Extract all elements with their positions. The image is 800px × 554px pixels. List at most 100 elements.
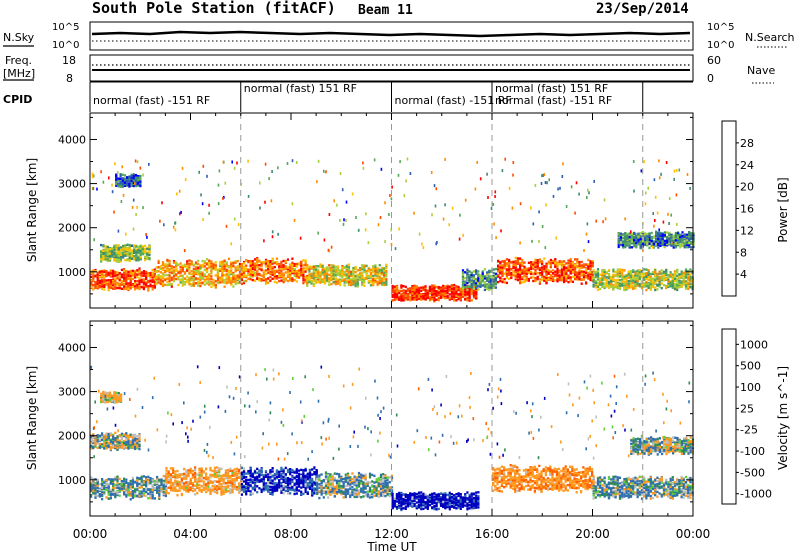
- range-gate-cell: [245, 264, 248, 267]
- cpid-segment-label: normal (fast) -151 RF: [495, 94, 612, 107]
- range-gate-cell: [123, 271, 126, 275]
- range-gate-cell: [372, 283, 375, 287]
- range-gate-cell: [258, 267, 261, 270]
- range-gate-cell: [687, 287, 690, 291]
- range-gate-cell: [302, 271, 305, 274]
- range-gate-cell: [545, 267, 548, 270]
- range-gate-cell: [470, 299, 473, 302]
- range-gate-cell: [114, 272, 117, 275]
- range-gate-cell: [501, 270, 504, 274]
- range-gate-cell: [134, 279, 137, 283]
- range-gate-cell: [129, 272, 132, 275]
- range-gate-cell: [422, 295, 425, 298]
- range-gate-cell: [367, 279, 370, 283]
- range-gate-cell: [112, 271, 115, 275]
- range-gate-cell: [610, 278, 613, 281]
- nsearch-label: N.Search: [745, 31, 795, 44]
- range-gate-cell: [242, 280, 246, 283]
- range-gate-cell: [413, 294, 416, 298]
- range-gate-cell: [587, 273, 590, 276]
- range-gate-cell: [107, 282, 110, 286]
- range-gate-cell: [523, 265, 526, 268]
- range-gate-cell: [181, 264, 184, 267]
- range-gate-cell: [534, 272, 537, 276]
- range-gate-cell: [393, 285, 396, 288]
- range-gate-cell: [404, 296, 407, 299]
- range-gate-cell: [113, 246, 116, 249]
- range-gate-cell: [625, 283, 628, 287]
- range-gate-cell: [684, 287, 688, 290]
- range-gate-cell: [541, 271, 544, 274]
- range-gate-cell: [127, 277, 130, 280]
- range-gate-cell: [685, 238, 688, 242]
- range-gate-cell: [116, 274, 119, 277]
- range-gate-cell: [560, 276, 563, 279]
- range-gate-cell: [541, 278, 544, 281]
- range-gate-cell: [569, 262, 572, 266]
- range-gate-cell: [161, 273, 165, 276]
- range-gate-cell: [426, 293, 429, 296]
- range-gate-cell: [94, 270, 97, 273]
- range-gate-cell: [102, 252, 105, 256]
- range-gate-cell: [153, 275, 156, 278]
- range-gate-cell: [632, 269, 635, 272]
- range-gate-cell: [684, 273, 688, 276]
- range-gate-cell: [393, 287, 396, 290]
- range-gate-cell: [201, 273, 204, 276]
- range-gate-cell: [105, 272, 108, 275]
- range-gate-cell: [617, 245, 620, 249]
- range-gate-cell: [486, 278, 489, 281]
- range-gate-cell: [592, 279, 595, 282]
- range-gate-cell: [385, 273, 388, 276]
- range-gate-cell: [280, 270, 283, 273]
- range-gate-cell: [614, 270, 617, 274]
- range-gate-cell: [275, 281, 279, 284]
- range-gate-cell: [621, 284, 624, 287]
- range-gate-cell: [109, 270, 112, 273]
- range-gate-cell: [297, 269, 301, 273]
- range-gate-cell: [689, 286, 692, 289]
- range-gate-cell: [267, 259, 270, 263]
- range-gate-cell: [194, 277, 198, 280]
- range-gate-cell: [278, 269, 281, 272]
- range-gate-cell: [576, 278, 579, 281]
- range-gate-cell: [677, 232, 680, 235]
- range-gate-cell: [681, 244, 684, 248]
- range-gate-cell: [197, 271, 200, 274]
- range-gate-cell: [312, 273, 315, 276]
- range-gate-cell: [596, 288, 600, 291]
- range-gate-cell: [448, 288, 451, 291]
- range-gate-cell: [109, 272, 112, 275]
- range-gate-cell: [472, 296, 476, 299]
- range-gate-cell: [234, 266, 237, 269]
- range-gate-cell: [125, 285, 128, 288]
- range-gate-cell: [225, 282, 228, 285]
- range-gate-cell: [350, 270, 353, 274]
- range-gate-cell: [109, 274, 112, 277]
- range-gate-cell: [183, 277, 187, 280]
- range-gate-cell: [90, 285, 93, 289]
- range-gate-cell: [273, 280, 276, 283]
- range-gate-cell: [536, 262, 539, 266]
- range-gate-cell: [142, 281, 145, 284]
- range-gate-cell: [503, 264, 506, 267]
- range-gate-cell: [114, 280, 117, 283]
- range-gate-cell: [479, 285, 482, 288]
- range-gate-cell: [145, 277, 148, 281]
- range-gate-cell: [585, 268, 588, 271]
- range-gate-cell: [503, 259, 506, 263]
- range-gate-cell: [510, 271, 513, 275]
- range-gate-cell: [111, 253, 114, 257]
- range-gate-cell: [453, 299, 456, 302]
- range-gate-cell: [136, 280, 139, 283]
- range-gate-cell: [115, 244, 118, 247]
- range-gate-cell: [363, 265, 366, 269]
- range-gate-cell: [119, 246, 123, 249]
- range-gate-cell: [308, 265, 311, 268]
- range-gate-cell: [119, 173, 122, 177]
- range-gate-cell: [137, 256, 140, 259]
- range-gate-cell: [516, 278, 519, 282]
- range-gate-cell: [409, 297, 412, 300]
- range-gate-cell: [249, 275, 252, 278]
- range-gate-cell: [119, 254, 123, 257]
